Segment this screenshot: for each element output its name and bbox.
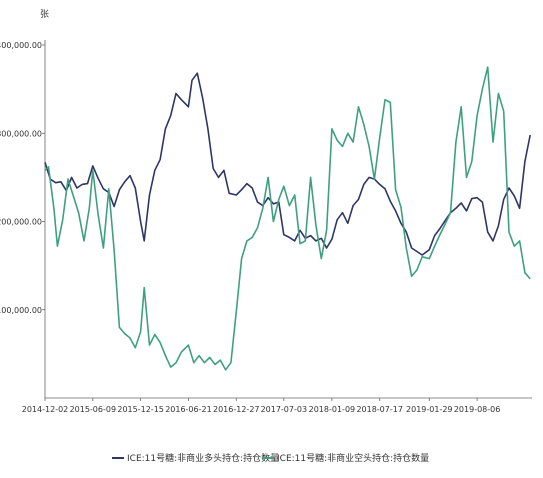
x-tick-label: 2018-01-09 xyxy=(309,405,356,414)
x-tick-label: 2016-12-27 xyxy=(213,405,260,414)
y-unit-label: 张 xyxy=(40,9,49,20)
legend: ICE:11号糖:非商业多头持仓:持仓数量ICE:11号糖:非商业空头持仓:持仓… xyxy=(112,452,429,464)
series-line-1 xyxy=(44,72,531,256)
x-tick-label: 2015-06-09 xyxy=(70,405,117,414)
x-axis-ticks: 2014-12-02 2015-06-09 2015-12-15 2016-06-21… xyxy=(22,398,501,414)
y-tick-label: 400,000.00 xyxy=(0,41,42,50)
x-tick-label: 2019-08-06 xyxy=(454,405,501,414)
x-tick-label: 2018-07-17 xyxy=(356,405,403,414)
y-tick-label: 200,000.00 xyxy=(0,218,42,227)
series-lines xyxy=(44,66,531,371)
x-tick-label: 2016-06-21 xyxy=(165,405,212,414)
y-axis-ticks: 400,000.00 300,000.00 200,000.00 100,000.00 xyxy=(0,41,45,315)
x-tick-label: 2019-01-29 xyxy=(406,405,453,414)
y-tick-label: 100,000.00 xyxy=(0,306,42,315)
x-tick-label: 2017-07-03 xyxy=(261,405,308,414)
y-tick-label: 300,000.00 xyxy=(0,129,42,138)
legend-label-2: ICE:11号糖:非商业空头持仓:持仓数量 xyxy=(277,452,429,464)
series-line-2 xyxy=(44,66,531,371)
legend-label-1: ICE:11号糖:非商业多头持仓:持仓数量 xyxy=(127,452,279,464)
x-tick-label: 2015-12-15 xyxy=(117,405,164,414)
x-tick-label: 2014-12-02 xyxy=(22,405,69,414)
